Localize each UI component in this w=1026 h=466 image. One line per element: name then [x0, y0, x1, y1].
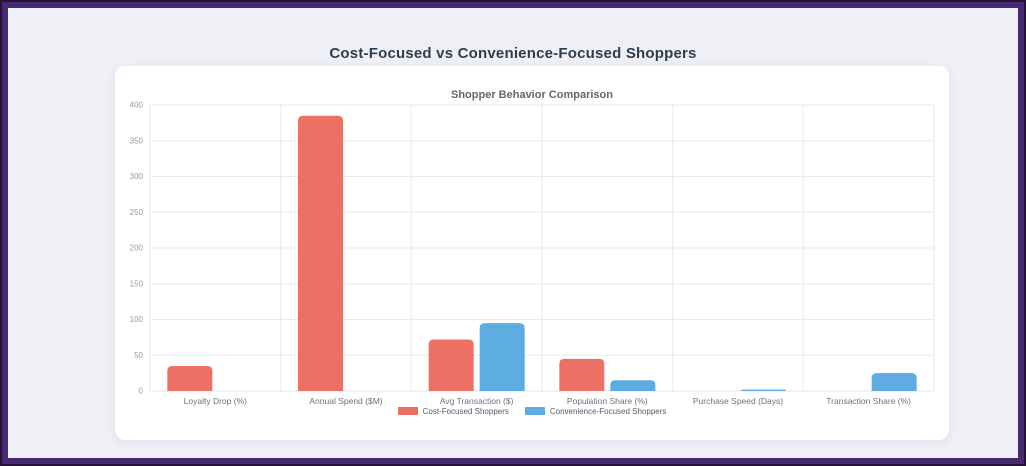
legend-item-cost-focused[interactable]: Cost-Focused Shoppers [397, 406, 509, 416]
legend-swatch [524, 407, 545, 415]
y-tick-label: 150 [130, 279, 144, 288]
y-tick-label: 0 [139, 387, 144, 396]
y-tick-label: 350 [130, 136, 144, 145]
y-tick-label: 50 [134, 351, 143, 360]
x-category-label: Purchase Speed (Days) [693, 396, 783, 406]
bar-chart: 0 50 100 150 200 250 300 350 400 Loyalty Drop (%)… [130, 101, 935, 406]
legend-label: Convenience-Focused Shoppers [549, 406, 667, 416]
x-category-label: Avg Transaction ($) [440, 396, 514, 406]
chart-title: Shopper Behavior Comparison [451, 89, 613, 101]
x-category-label: Loyalty Drop (%) [184, 396, 247, 406]
page-title: Cost-Focused vs Convenience-Focused Shop… [329, 45, 697, 62]
page: Cost-Focused vs Convenience-Focused Shop… [8, 8, 1018, 458]
legend-item-convenience-focused[interactable]: Convenience-Focused Shoppers [524, 406, 667, 416]
legend-swatch [397, 407, 418, 415]
x-category-label: Population Share (%) [567, 396, 648, 406]
chart-card: Shopper Behavior Comparison 0 50 100 150 200… [115, 66, 949, 440]
bar-cost-focused [428, 339, 474, 391]
y-tick-label: 100 [130, 315, 144, 324]
bar-cost-focused [167, 365, 213, 391]
bar-convenience-focused [741, 389, 786, 391]
y-tick-label: 400 [130, 101, 144, 110]
bar-convenience-focused [871, 373, 917, 391]
bar-convenience-focused [479, 323, 525, 391]
y-tick-label: 300 [130, 172, 144, 181]
chart-legend: Cost-Focused Shoppers Convenience-Focused… [115, 404, 949, 418]
x-category-label: Transaction Share (%) [826, 396, 911, 406]
x-category-label: Annual Spend ($M) [309, 396, 382, 406]
bar-cost-focused [298, 115, 343, 391]
legend-label: Cost-Focused Shoppers [422, 406, 509, 416]
y-tick-label: 250 [130, 208, 144, 217]
bar-convenience-focused [610, 380, 656, 391]
y-tick-label: 200 [130, 244, 144, 253]
bar-cost-focused [559, 358, 605, 391]
